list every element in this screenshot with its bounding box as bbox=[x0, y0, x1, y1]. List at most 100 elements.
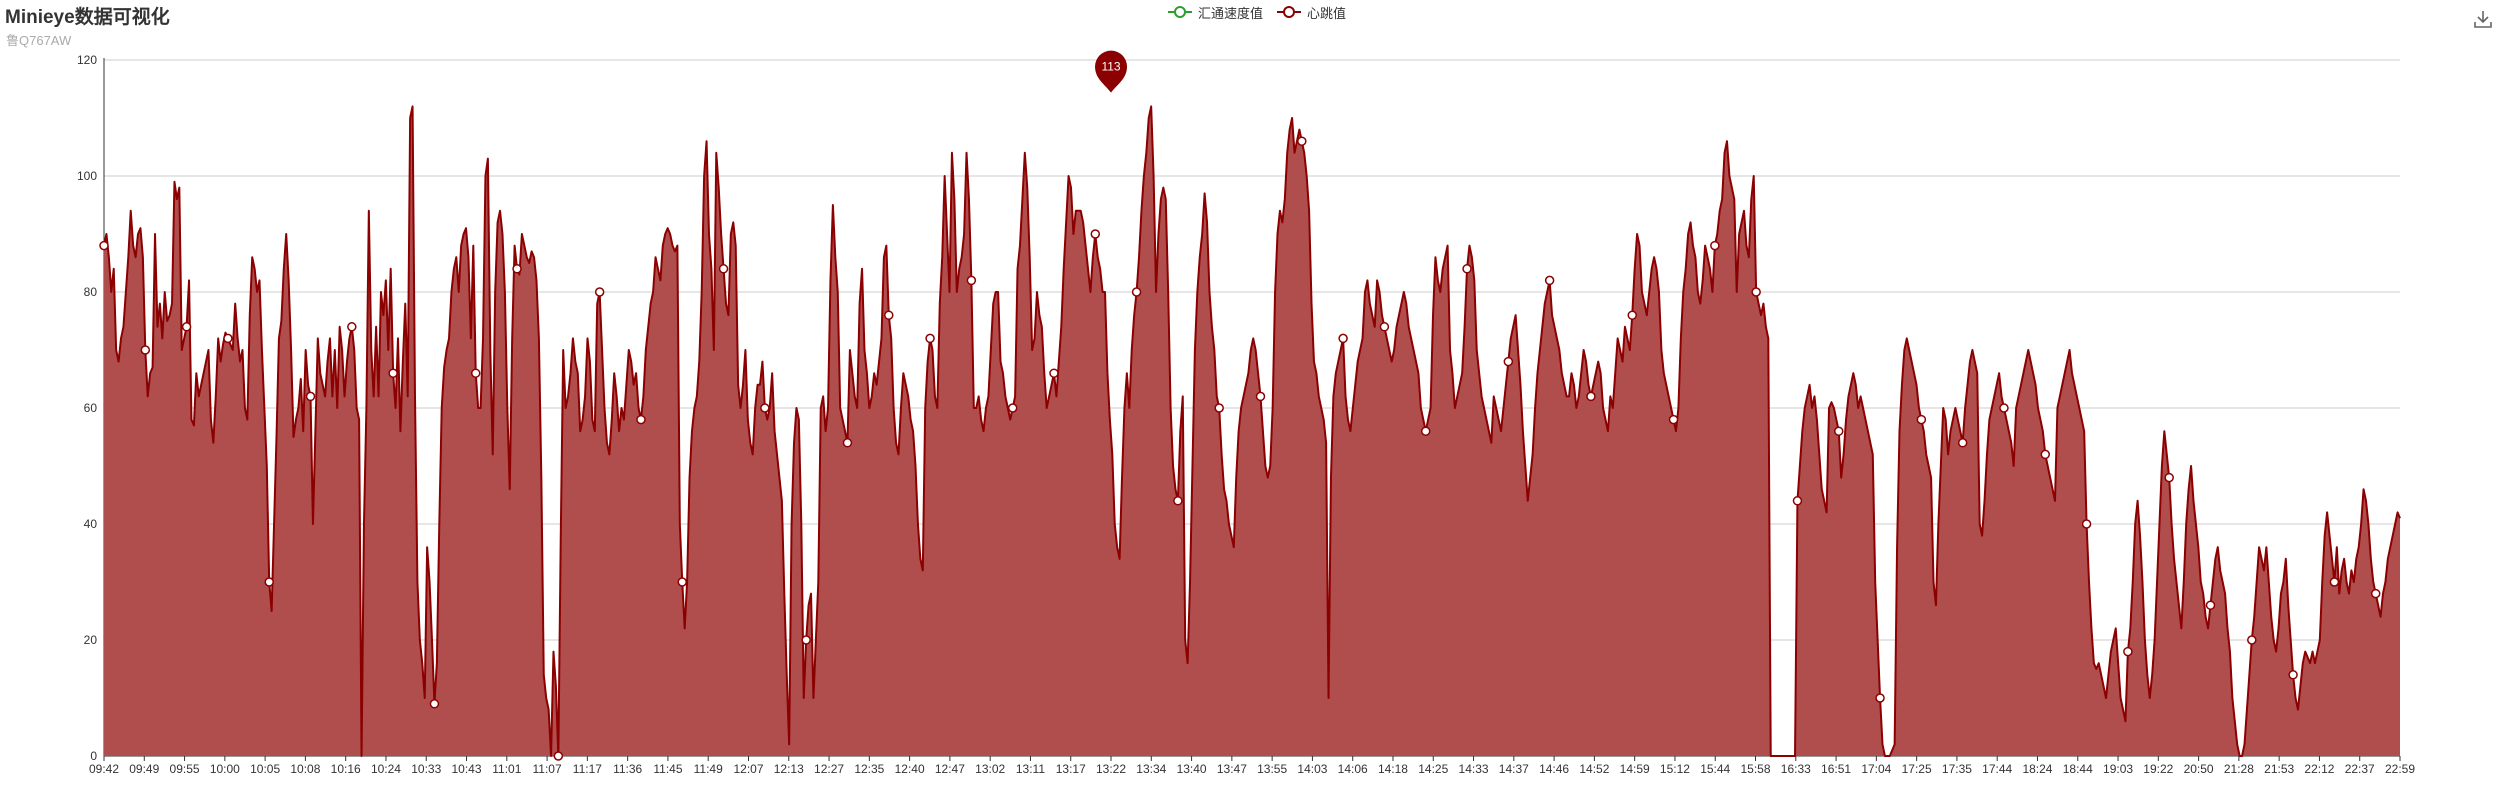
x-tick-label: 11:36 bbox=[613, 762, 642, 776]
y-tick-label: 20 bbox=[84, 633, 98, 647]
data-point bbox=[1379, 322, 1390, 332]
x-tick-label: 13:34 bbox=[1136, 762, 1166, 776]
data-point bbox=[2205, 600, 2216, 610]
y-tick-label: 40 bbox=[84, 517, 98, 531]
x-tick-label: 17:35 bbox=[1942, 762, 1972, 776]
data-point bbox=[884, 310, 894, 320]
data-point bbox=[1834, 426, 1844, 436]
data-point bbox=[801, 635, 811, 645]
data-point bbox=[677, 577, 688, 587]
legend-label-speed: 汇通速度值 bbox=[1198, 5, 1264, 21]
legend-item-heart[interactable]: 心跳值 bbox=[1277, 3, 1346, 22]
data-point bbox=[1792, 496, 1803, 506]
data-point bbox=[1916, 414, 1927, 425]
y-tick-label: 60 bbox=[84, 401, 98, 415]
data-point bbox=[512, 264, 522, 274]
data-point bbox=[2329, 577, 2340, 587]
x-tick-label: 17:25 bbox=[1902, 762, 1932, 776]
data-point bbox=[2288, 670, 2298, 680]
x-tick-label: 18:44 bbox=[2063, 762, 2093, 776]
x-tick-label: 10:33 bbox=[411, 762, 441, 776]
data-point bbox=[1049, 368, 1059, 378]
data-point bbox=[925, 333, 935, 344]
x-tick-label: 14:25 bbox=[1418, 762, 1448, 776]
chart-title: Minieye数据可视化 bbox=[5, 7, 170, 28]
max-marker-pin bbox=[1095, 50, 1128, 93]
x-tick-label: 17:44 bbox=[1982, 762, 2012, 776]
x-tick-label: 13:55 bbox=[1257, 762, 1287, 776]
legend-symbol-speed bbox=[1168, 5, 1192, 19]
data-point bbox=[842, 438, 853, 448]
x-tick-label: 20:50 bbox=[2184, 762, 2214, 776]
data-point bbox=[1090, 229, 1101, 239]
x-tick-label: 11:07 bbox=[533, 762, 562, 776]
x-tick-label: 12:35 bbox=[854, 762, 884, 776]
data-point bbox=[2123, 646, 2133, 657]
data-point bbox=[1173, 496, 1183, 506]
chart-legend: 汇通速度值 心跳值 bbox=[1168, 2, 1360, 22]
data-point bbox=[594, 287, 605, 297]
x-tick-label: 15:58 bbox=[1740, 762, 1770, 776]
data-point bbox=[1668, 414, 1679, 425]
x-tick-label: 14:59 bbox=[1620, 762, 1650, 776]
heart-rate-line bbox=[103, 105, 2401, 757]
data-point bbox=[347, 322, 357, 332]
chart-subtitle: 鲁Q767AW bbox=[6, 33, 72, 48]
x-tick-label: 10:00 bbox=[210, 762, 240, 776]
data-point bbox=[2370, 588, 2381, 599]
legend-symbol-heart bbox=[1277, 5, 1302, 19]
data-point bbox=[1627, 310, 1637, 320]
x-tick-label: 16:33 bbox=[1781, 762, 1811, 776]
x-tick-label: 17:04 bbox=[1861, 762, 1891, 776]
x-tick-label: 10:24 bbox=[371, 762, 401, 776]
x-tick-label: 13:11 bbox=[1016, 762, 1045, 776]
x-tick-label: 15:12 bbox=[1660, 762, 1690, 776]
max-marker-label: 113 bbox=[1101, 60, 1120, 74]
x-tick-label: 10:16 bbox=[331, 762, 361, 776]
legend-item-speed[interactable]: 汇通速度值 bbox=[1168, 3, 1263, 22]
x-tick-label: 14:03 bbox=[1297, 762, 1327, 776]
x-tick-label: 12:27 bbox=[814, 762, 844, 776]
data-point bbox=[99, 240, 109, 251]
x-tick-label: 19:03 bbox=[2103, 762, 2133, 776]
x-tick-label: 13:02 bbox=[975, 762, 1005, 776]
x-tick-label: 14:33 bbox=[1459, 762, 1489, 776]
y-tick-label: 120 bbox=[77, 53, 97, 67]
x-tick-label: 14:52 bbox=[1579, 762, 1609, 776]
data-point bbox=[1503, 356, 1514, 367]
x-tick-label: 14:06 bbox=[1338, 762, 1368, 776]
heart-rate-area bbox=[104, 106, 2400, 756]
data-point bbox=[1297, 136, 1307, 146]
data-point bbox=[1462, 264, 1472, 274]
x-tick-label: 11:17 bbox=[573, 762, 602, 776]
x-tick-label: 09:55 bbox=[170, 762, 200, 776]
x-tick-label: 14:46 bbox=[1539, 762, 1569, 776]
x-tick-label: 09:42 bbox=[89, 762, 119, 776]
download-icon[interactable] bbox=[2472, 8, 2494, 30]
data-point bbox=[1957, 438, 1968, 448]
legend-label-heart: 心跳值 bbox=[1307, 5, 1347, 21]
x-tick-label: 11:01 bbox=[492, 762, 521, 776]
x-tick-label: 21:28 bbox=[2224, 762, 2254, 776]
data-point bbox=[470, 368, 481, 378]
data-point bbox=[1338, 333, 1348, 344]
data-point bbox=[1007, 403, 1018, 413]
y-tick-label: 100 bbox=[77, 169, 97, 183]
data-point bbox=[966, 275, 977, 286]
data-point bbox=[305, 391, 316, 402]
data-point bbox=[2081, 519, 2092, 529]
data-point bbox=[388, 368, 398, 378]
x-tick-label: 14:18 bbox=[1378, 762, 1408, 776]
x-tick-label: 12:07 bbox=[733, 762, 763, 776]
x-tick-label: 12:40 bbox=[895, 762, 925, 776]
x-tick-label: 22:59 bbox=[2385, 762, 2415, 776]
x-tick-label: 13:40 bbox=[1177, 762, 1207, 776]
x-tick-label: 12:47 bbox=[935, 762, 965, 776]
x-tick-label: 15:44 bbox=[1700, 762, 1730, 776]
data-point bbox=[1420, 426, 1431, 436]
data-point bbox=[1131, 287, 1142, 297]
data-point bbox=[1710, 240, 1720, 251]
data-point bbox=[223, 333, 233, 344]
x-tick-label: 10:43 bbox=[452, 762, 482, 776]
